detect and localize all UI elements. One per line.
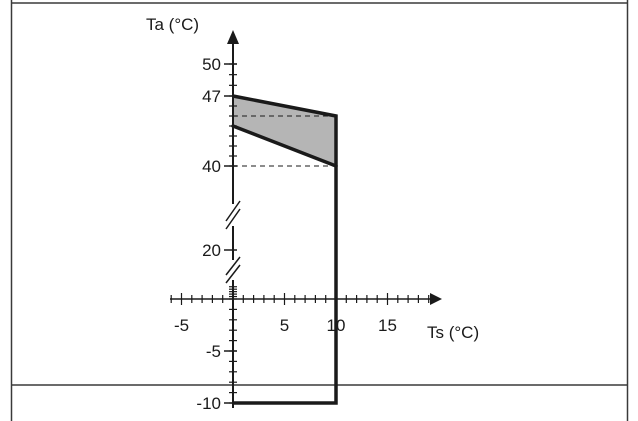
axis-break-mark-1-b	[225, 256, 241, 276]
axis-break-mark-0-b	[225, 200, 241, 222]
y-tick-label: 20	[202, 241, 221, 260]
shaded-lower-edge	[231, 124, 338, 168]
y-tick-label: 47	[202, 87, 221, 106]
y-axis-arrow	[227, 30, 239, 44]
operating-boundary	[232, 94, 338, 405]
axis-break-mark-1-a	[225, 264, 241, 284]
x-tick-label: -5	[174, 316, 189, 335]
y-tick-label: -10	[196, 394, 221, 413]
y-tick-label: 50	[202, 55, 221, 74]
y-tick-label: 40	[202, 157, 221, 176]
y-tick-label: -5	[206, 342, 221, 361]
x-axis-arrow	[430, 293, 442, 305]
frame	[10, 0, 629, 421]
axis-break-mark-0-a	[225, 208, 241, 230]
y-axis-title: Ta (°C)	[146, 15, 199, 34]
x-tick-label: 5	[280, 316, 289, 335]
shaded-region	[233, 96, 336, 166]
x-tick-label: 15	[378, 316, 397, 335]
x-axis-title: Ts (°C)	[427, 323, 479, 342]
x-tick-label: 10	[327, 316, 346, 335]
